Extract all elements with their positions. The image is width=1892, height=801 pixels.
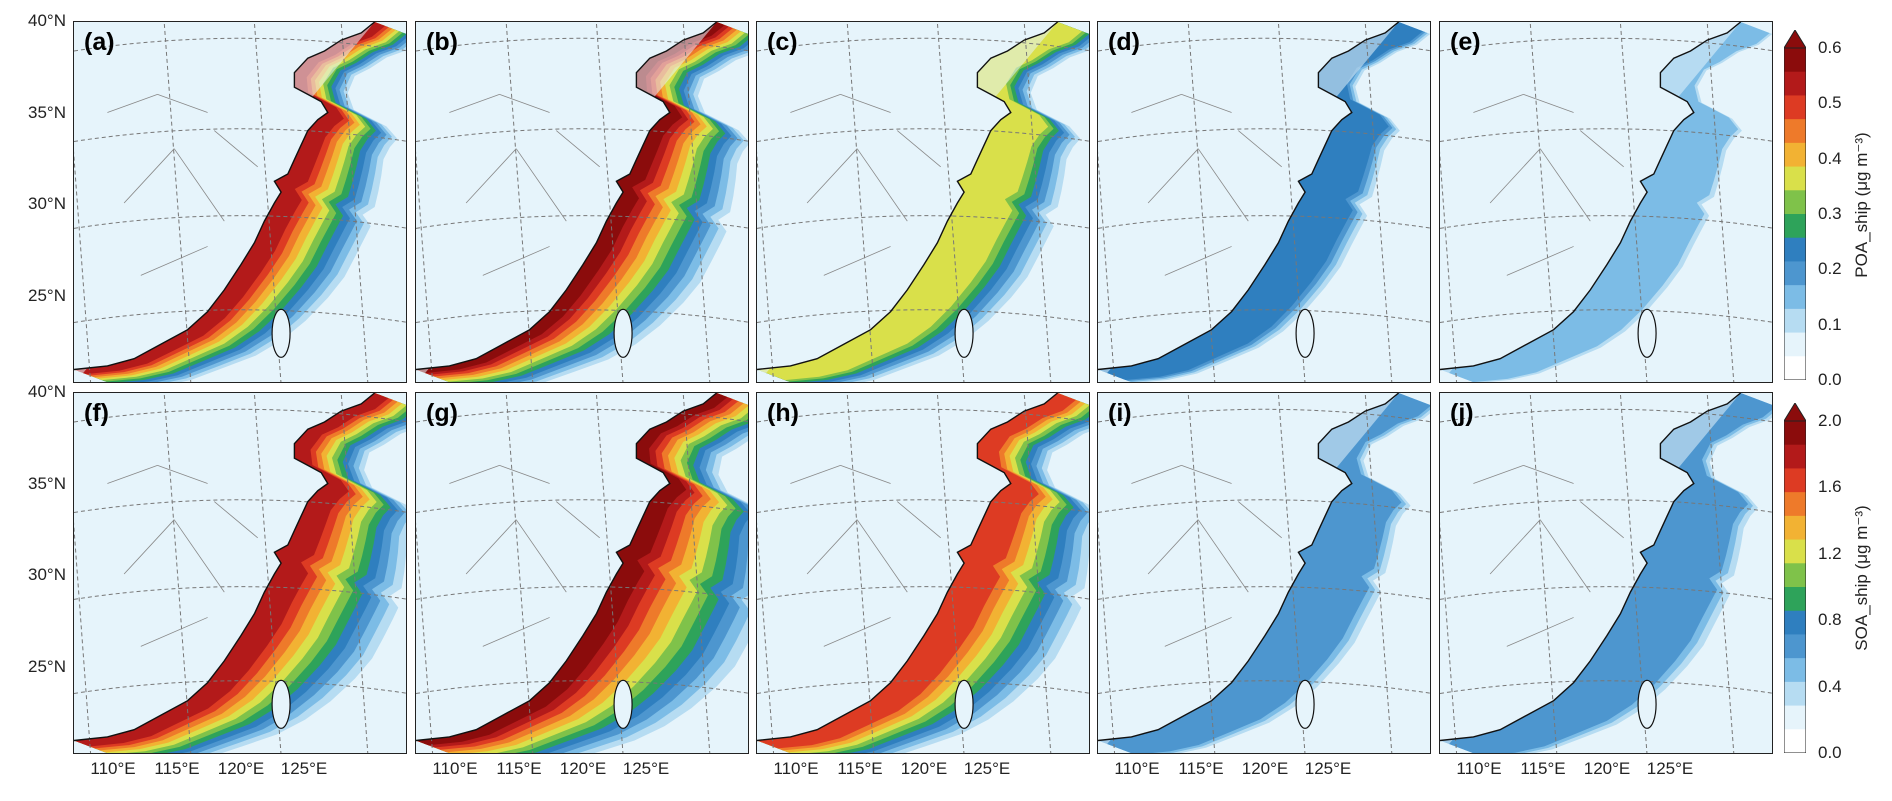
map-plot xyxy=(757,393,1089,753)
colorbar-tick-label: 0.4 xyxy=(1818,676,1842,696)
lon-tick-label: 120°E xyxy=(900,759,948,778)
panel-label: (i) xyxy=(1108,399,1132,427)
colorbar-tick-label: 0.0 xyxy=(1818,370,1842,389)
lon-tick-label: 125°E xyxy=(622,759,670,778)
panel-label: (f) xyxy=(84,399,109,427)
panel-label: (b) xyxy=(426,28,458,56)
map-panel: (g) xyxy=(415,392,749,754)
lon-tick-label: 115°E xyxy=(496,759,542,778)
panel-label: (d) xyxy=(1108,28,1140,56)
map-panel: (b) xyxy=(415,21,749,383)
colorbar-tick-label: 0.5 xyxy=(1818,93,1842,113)
lon-tick-label: 110°E xyxy=(773,759,819,778)
lon-tick-label: 115°E xyxy=(1520,759,1566,778)
map-panel: (c) xyxy=(756,21,1090,383)
colorbar-tick-label: 0.2 xyxy=(1818,259,1842,279)
map-plot xyxy=(1098,22,1430,382)
lon-tick-label: 115°E xyxy=(837,759,883,778)
map-panel: (h) xyxy=(756,392,1090,754)
map-plot xyxy=(1440,393,1772,753)
lon-tick-label: 110°E xyxy=(90,759,136,778)
lat-tick-label: 40°N xyxy=(28,11,66,30)
map-panel: (d) xyxy=(1097,21,1431,383)
map-panel: (j) xyxy=(1439,392,1773,754)
colorbar-tick-label: 0.6 xyxy=(1818,38,1842,57)
colorbar xyxy=(1783,402,1807,754)
colorbar-tick-label: 0.1 xyxy=(1818,314,1842,334)
panel-label: (c) xyxy=(767,28,798,56)
lat-tick-label: 30°N xyxy=(28,194,66,213)
colorbar-tick-label: 0.8 xyxy=(1818,610,1842,630)
panel-label: (h) xyxy=(767,399,799,427)
lon-tick-label: 115°E xyxy=(1178,759,1224,778)
lon-tick-label: 125°E xyxy=(1646,759,1694,778)
map-plot xyxy=(757,22,1089,382)
colorbar-tick-label: 0.3 xyxy=(1818,204,1842,223)
lat-tick-label: 35°N xyxy=(28,474,66,493)
lon-tick-label: 125°E xyxy=(963,759,1011,778)
colorbar-tick-label: 0.0 xyxy=(1818,743,1842,762)
lon-tick-label: 120°E xyxy=(1583,759,1631,778)
map-plot xyxy=(416,22,748,382)
panel-label: (a) xyxy=(84,28,115,56)
map-panel: (f) xyxy=(73,392,407,754)
lon-tick-label: 110°E xyxy=(1114,759,1160,778)
colorbar-tick-label: 1.2 xyxy=(1818,543,1842,563)
map-plot xyxy=(74,393,406,753)
lat-tick-label: 35°N xyxy=(28,103,66,122)
map-panel: (e) xyxy=(1439,21,1773,383)
colorbar-title: POA_ship (μg m⁻³) xyxy=(1852,132,1871,278)
lon-tick-label: 110°E xyxy=(432,759,478,778)
panel-label: (g) xyxy=(426,399,458,427)
lon-tick-label: 120°E xyxy=(217,759,265,778)
lat-tick-label: 30°N xyxy=(28,565,66,584)
map-plot xyxy=(74,22,406,382)
colorbar-tick-label: 1.6 xyxy=(1818,477,1842,497)
lat-tick-label: 25°N xyxy=(28,657,66,676)
panel-label: (e) xyxy=(1450,28,1481,56)
colorbar-tick-label: 2.0 xyxy=(1818,411,1842,430)
map-plot xyxy=(416,393,748,753)
colorbar xyxy=(1783,29,1807,381)
lat-tick-label: 25°N xyxy=(28,286,66,305)
panel-label: (j) xyxy=(1450,399,1474,427)
lon-tick-label: 125°E xyxy=(1304,759,1352,778)
colorbar-tick-label: 0.4 xyxy=(1818,148,1842,168)
lon-tick-label: 120°E xyxy=(559,759,607,778)
map-plot xyxy=(1098,393,1430,753)
lon-tick-label: 125°E xyxy=(280,759,328,778)
lon-tick-label: 110°E xyxy=(1456,759,1502,778)
lon-tick-label: 120°E xyxy=(1241,759,1289,778)
map-plot xyxy=(1440,22,1772,382)
map-panel: (a) xyxy=(73,21,407,383)
map-panel: (i) xyxy=(1097,392,1431,754)
lat-tick-label: 40°N xyxy=(28,382,66,401)
colorbar-title: SOA_ship (μg m⁻³) xyxy=(1852,505,1871,651)
lon-tick-label: 115°E xyxy=(154,759,200,778)
